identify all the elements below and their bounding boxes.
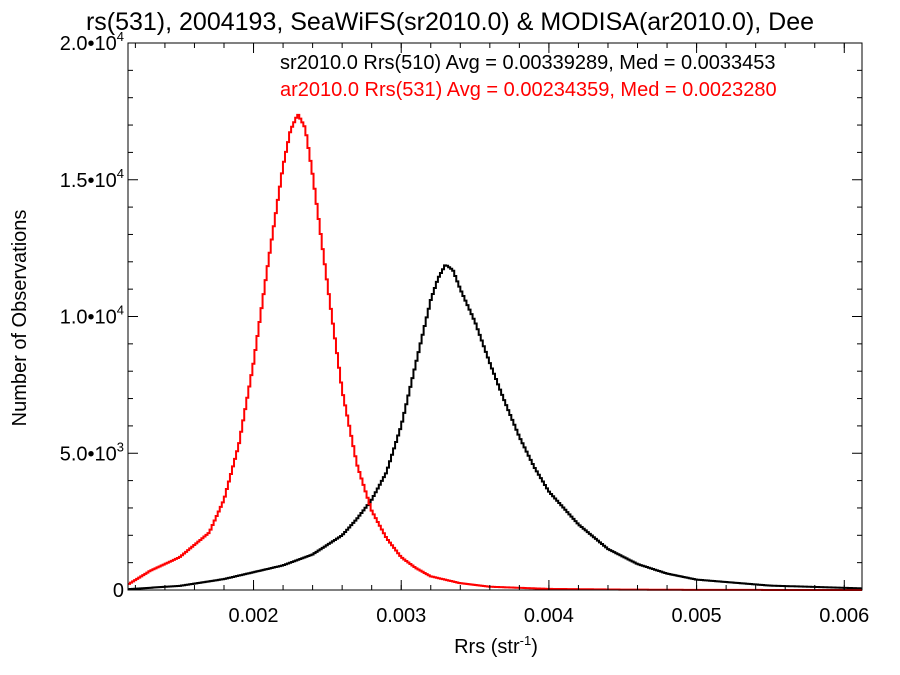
y-tick-label: 1.0•104	[60, 303, 124, 329]
x-tick-label: 0.002	[229, 605, 279, 627]
y-tick-label: 0	[113, 580, 124, 602]
x-axis-label: Rrs (str-1)	[454, 633, 538, 658]
y-tick-label: 1.5•104	[60, 166, 124, 192]
x-tick-label: 0.005	[672, 605, 722, 627]
y-tick-label: 5.0•103	[60, 439, 124, 465]
x-axis-label-close: )	[531, 636, 538, 658]
y-tick-label: 2.0•104	[60, 29, 124, 55]
legend-entry-ar2010: ar2010.0 Rrs(531) Avg = 0.00234359, Med …	[280, 79, 777, 101]
legend: sr2010.0 Rrs(510) Avg = 0.00339289, Med …	[280, 52, 777, 101]
y-axis-label: Number of Observations	[9, 210, 31, 427]
x-axis: 0.002 0.003 0.004 0.005 0.006	[134, 43, 869, 627]
series-line-1	[128, 113, 862, 591]
x-tick-label: 0.004	[524, 605, 574, 627]
plot-area	[128, 113, 862, 591]
plot-frame	[127, 42, 863, 591]
series-line-0	[128, 264, 862, 591]
x-tick-label: 0.003	[376, 605, 426, 627]
x-tick-label: 0.006	[819, 605, 869, 627]
chart-title: rs(531), 2004193, SeaWiFS(sr2010.0) & MO…	[86, 8, 814, 36]
x-axis-label-text: Rrs (str	[454, 636, 520, 658]
x-axis-label-sup: -1	[520, 633, 532, 648]
y-axis: 0 5.0•103 1.0•104 1.5•104 2.0•104	[60, 29, 862, 602]
legend-entry-sr2010: sr2010.0 Rrs(510) Avg = 0.00339289, Med …	[280, 52, 776, 74]
